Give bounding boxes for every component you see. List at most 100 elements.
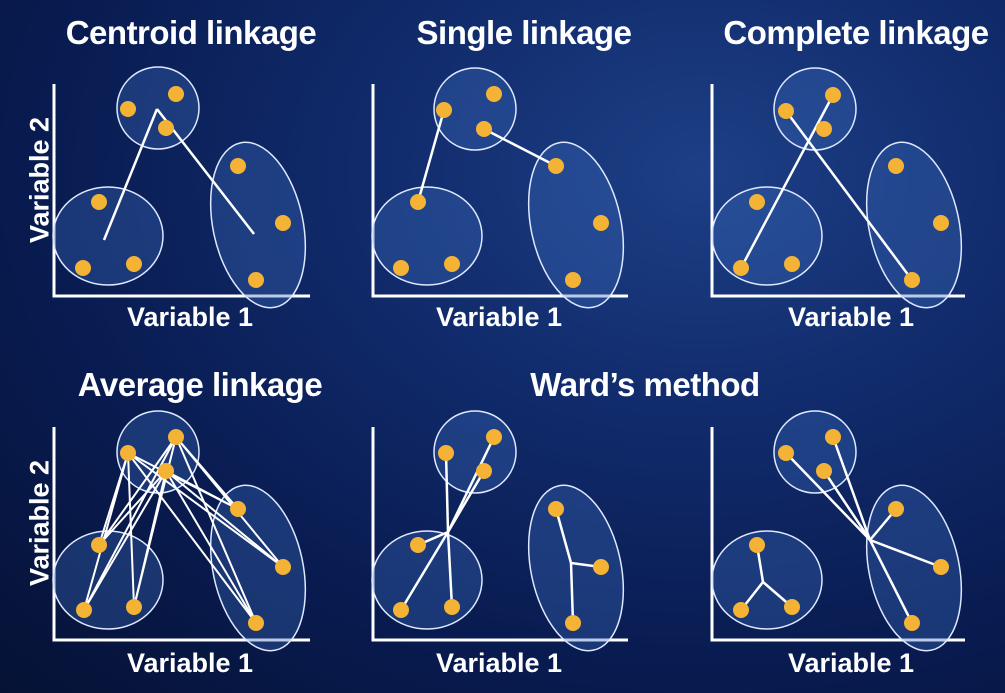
cluster-left: [711, 186, 823, 286]
data-point: [593, 559, 609, 575]
data-point: [888, 501, 904, 517]
data-point: [158, 120, 174, 136]
linkage-line: [868, 539, 914, 624]
panel-wards-method-within: [371, 410, 628, 652]
data-point: [168, 429, 184, 445]
linkage-line: [446, 470, 486, 533]
data-point: [126, 599, 142, 615]
data-point: [548, 501, 564, 517]
data-point: [733, 260, 749, 276]
data-point: [158, 463, 174, 479]
data-point: [816, 121, 832, 137]
data-point: [784, 256, 800, 272]
data-point: [733, 602, 749, 618]
linkage-line: [127, 452, 257, 624]
data-point: [248, 272, 264, 288]
linkage-line: [102, 108, 159, 241]
linkage-line: [784, 110, 914, 281]
data-point: [749, 537, 765, 553]
data-point: [825, 429, 841, 445]
data-point: [476, 463, 492, 479]
linkage-line: [98, 436, 177, 546]
cluster-left: [52, 186, 164, 286]
linkage-line: [831, 436, 872, 541]
data-point: [126, 256, 142, 272]
complete-linkage-title: Complete linkage: [723, 14, 989, 51]
data-point: [476, 121, 492, 137]
linkage-line: [739, 94, 835, 269]
linkage-line: [175, 436, 284, 568]
linkage-line: [446, 436, 496, 533]
linkage-line: [416, 109, 446, 203]
centroid-linkage-title: Centroid linkage: [65, 14, 317, 51]
x-axis-label-centroid: Variable 1: [126, 302, 254, 332]
data-point: [486, 86, 502, 102]
data-point: [816, 463, 832, 479]
linkage-line: [83, 470, 167, 611]
data-point: [904, 272, 920, 288]
axes: [371, 84, 628, 298]
cluster-right: [527, 141, 625, 309]
data-point: [778, 103, 794, 119]
x-axis-label-ward-1: Variable 1: [435, 648, 563, 678]
data-point: [565, 615, 581, 631]
data-point: [275, 215, 291, 231]
wards-method-title: Ward’s method: [530, 366, 760, 403]
cluster-right: [865, 141, 963, 309]
data-point: [749, 194, 765, 210]
axes: [710, 427, 965, 642]
axes: [371, 427, 628, 642]
linkage-line: [175, 436, 257, 624]
data-point: [888, 158, 904, 174]
data-point: [275, 559, 291, 575]
x-axis-label-single: Variable 1: [435, 302, 563, 332]
data-point: [436, 102, 452, 118]
cluster-right: [865, 484, 963, 652]
panel-complete-linkage: [710, 67, 965, 309]
data-point: [438, 445, 454, 461]
linkage-line: [399, 531, 450, 611]
data-point: [120, 101, 136, 117]
x-axis-label-ward-2: Variable 1: [787, 648, 915, 678]
data-point: [548, 158, 564, 174]
data-point: [784, 599, 800, 615]
data-point: [933, 559, 949, 575]
linkage-line: [165, 470, 257, 624]
x-axis-label-average: Variable 1: [126, 648, 254, 678]
cluster-right: [209, 141, 307, 309]
linkage-line: [444, 452, 450, 533]
data-point: [91, 194, 107, 210]
data-point: [486, 429, 502, 445]
data-point: [230, 158, 246, 174]
data-point: [444, 256, 460, 272]
data-point: [248, 615, 264, 631]
data-point: [778, 445, 794, 461]
data-point: [825, 87, 841, 103]
data-point: [393, 602, 409, 618]
data-point: [393, 260, 409, 276]
axes: [710, 84, 965, 298]
x-axis-label-complete: Variable 1: [787, 302, 915, 332]
cluster-left: [371, 530, 483, 630]
linkage-line: [569, 562, 575, 624]
panel-single-linkage: [371, 67, 628, 309]
data-point: [230, 501, 246, 517]
linkage-line: [127, 452, 284, 568]
linkage-line: [822, 470, 872, 541]
linkage-line: [165, 470, 284, 568]
axes: [52, 427, 310, 642]
data-point: [168, 86, 184, 102]
linkage-line: [446, 531, 454, 608]
data-point: [410, 194, 426, 210]
data-point: [76, 602, 92, 618]
panel-wards-method-merged: [710, 410, 965, 652]
linkage-line: [83, 452, 129, 611]
cluster-left: [52, 530, 164, 630]
linkage-line: [133, 470, 167, 608]
linkage-line: [554, 508, 573, 564]
data-point: [75, 260, 91, 276]
data-point: [933, 215, 949, 231]
data-point: [410, 537, 426, 553]
data-point: [904, 615, 920, 631]
